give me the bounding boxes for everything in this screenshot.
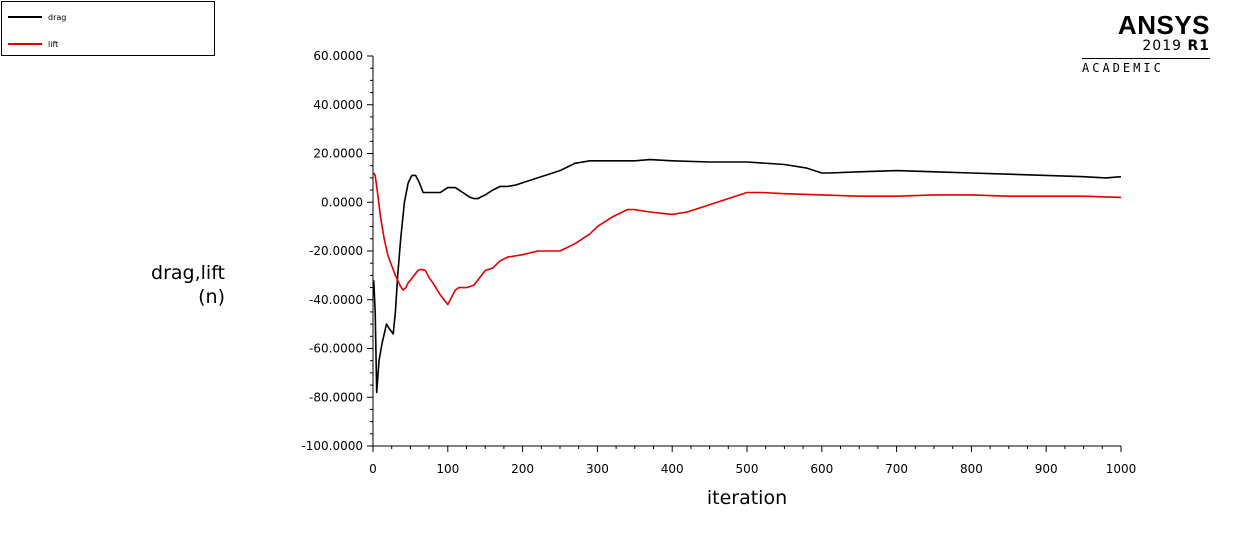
series-line-lift [373,172,1122,306]
x-tick-label: 300 [586,462,609,476]
y-tick-label: -20.0000 [309,244,363,258]
y-tick-label: -40.0000 [309,293,363,307]
y-tick-label: -60.0000 [309,342,363,356]
logo-divider [1082,58,1210,59]
legend: drag lift [1,1,215,56]
y-tick-label: 20.0000 [313,147,363,161]
x-tick-label: 1000 [1106,462,1137,476]
legend-label-lift: lift [48,39,59,49]
logo-version-release: R1 [1187,38,1210,54]
legend-label-drag: drag [48,12,67,22]
logo-version-year: 2019 [1142,38,1183,54]
x-axis-label: iteration [706,487,788,509]
y-tick-label: -100.0000 [301,439,363,453]
x-tick-label: 200 [511,462,534,476]
y-tick-label: 60.0000 [313,49,363,63]
ansys-logo: ANSYS 2019 R1 ACADEMIC [1078,10,1212,80]
x-tick-label: 400 [661,462,684,476]
y-tick-label: -80.0000 [309,390,363,404]
series-line-drag [372,158,1122,394]
x-tick-label: 900 [1035,462,1058,476]
x-tick-label: 0 [369,462,377,476]
x-axis-ticks: 0 100 200 300 400 500 600 700 800 900 1000 [369,446,1136,476]
x-tick-label: 100 [436,462,459,476]
logo-version: 2019 R1 [1142,38,1210,54]
axes [372,56,1121,447]
x-tick-label: 500 [736,462,759,476]
legend-swatch-lift [8,43,42,45]
y-tick-label: 0.0000 [321,195,363,209]
legend-item-lift[interactable]: lift [8,38,58,50]
x-tick-label: 600 [810,462,833,476]
series-lines [372,158,1122,394]
y-axis-label-line1: drag,lift [151,262,225,284]
x-tick-label: 800 [960,462,983,476]
legend-swatch-drag [8,16,42,18]
logo-name: ANSYS [1117,10,1210,40]
logo-edition: ACADEMIC [1082,61,1164,75]
x-tick-label: 700 [885,462,908,476]
y-tick-label: 40.0000 [313,98,363,112]
legend-item-drag[interactable]: drag [8,11,66,23]
y-axis-ticks: -100.0000 -80.0000 -60.0000 -40.0000 -20.000… [301,49,373,453]
y-axis-label-line2: (n) [198,286,225,308]
